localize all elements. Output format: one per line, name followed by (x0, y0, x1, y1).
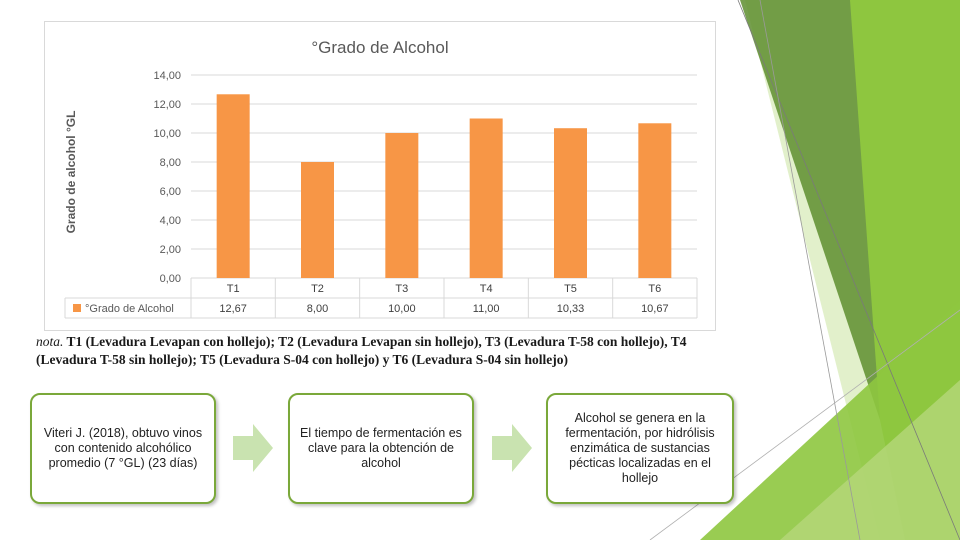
note-text: T1 (Levadura Levapan con hollejo); T2 (L… (36, 334, 687, 367)
y-tick-label: 12,00 (153, 99, 181, 111)
x-tick-label: T3 (395, 283, 408, 295)
y-tick-label: 14,00 (153, 70, 181, 82)
deco-line-1 (737, 0, 960, 540)
data-label: 11,00 (473, 303, 500, 315)
bar-t4 (469, 118, 503, 278)
chart-panel: °Grado de Alcohol Grado de alcohol °GL 1… (44, 21, 716, 331)
y-tick-label: 4,00 (160, 215, 181, 227)
y-tick-label: 10,00 (153, 128, 181, 140)
data-label: 8,00 (307, 303, 328, 315)
flow-box-viteri: Viteri J. (2018), obtuvo vinos con conte… (30, 393, 216, 504)
flow-box-fermentation-time-text: El tiempo de fermentación es clave para … (300, 426, 462, 470)
bar-t5 (554, 128, 587, 278)
bar-t6 (638, 123, 672, 278)
y-tick-labels: 14,00 12,00 10,00 8,00 6,00 4,00 2,00 0,00 (153, 70, 181, 285)
arrow-right-icon (492, 424, 532, 472)
data-label: 10,00 (388, 303, 416, 315)
flow-box-fermentation-time: El tiempo de fermentación es clave para … (288, 393, 474, 504)
deco-line-2 (759, 0, 861, 540)
flow-box-alcohol-generation-text: Alcohol se genera en la fermentación, po… (565, 411, 715, 485)
arrow-right-icon (233, 424, 273, 472)
x-tick-label: T1 (227, 283, 240, 295)
y-tick-label: 0,00 (160, 273, 181, 285)
x-tick-label: T6 (648, 283, 661, 295)
data-label: 10,33 (557, 303, 585, 315)
bar-t1 (216, 94, 250, 278)
bar-t2 (301, 162, 334, 278)
chart-note: nota. T1 (Levadura Levapan con hollejo);… (36, 333, 736, 369)
flow-box-alcohol-generation: Alcohol se genera en la fermentación, po… (546, 393, 734, 504)
data-table: T1 12,67 T2 8,00 T3 10,00 T4 11,00 T5 10,33 T6 10,6… (64, 278, 698, 319)
y-tick-label: 8,00 (160, 157, 181, 169)
y-tick-label: 2,00 (160, 244, 181, 256)
x-tick-label: T2 (311, 283, 324, 295)
bar-t3 (385, 133, 419, 278)
y-tick-label: 6,00 (160, 186, 181, 198)
note-lead: nota. (36, 334, 64, 349)
data-label: 12,67 (219, 303, 247, 315)
x-tick-label: T4 (480, 283, 493, 295)
bars (216, 94, 672, 278)
y-axis-label: Grado de alcohol °GL (64, 111, 78, 234)
flow-box-viteri-text: Viteri J. (2018), obtuvo vinos con conte… (43, 426, 203, 470)
chart-title: °Grado de Alcohol (311, 38, 448, 57)
gridlines (191, 74, 697, 279)
data-label: 10,67 (641, 303, 669, 315)
x-tick-label: T5 (564, 283, 577, 295)
legend-label: °Grado de Alcohol (85, 303, 174, 315)
legend-swatch (73, 304, 81, 312)
bar-chart: °Grado de Alcohol Grado de alcohol °GL 1… (64, 38, 698, 319)
green-shape-bottom-light (780, 380, 960, 540)
